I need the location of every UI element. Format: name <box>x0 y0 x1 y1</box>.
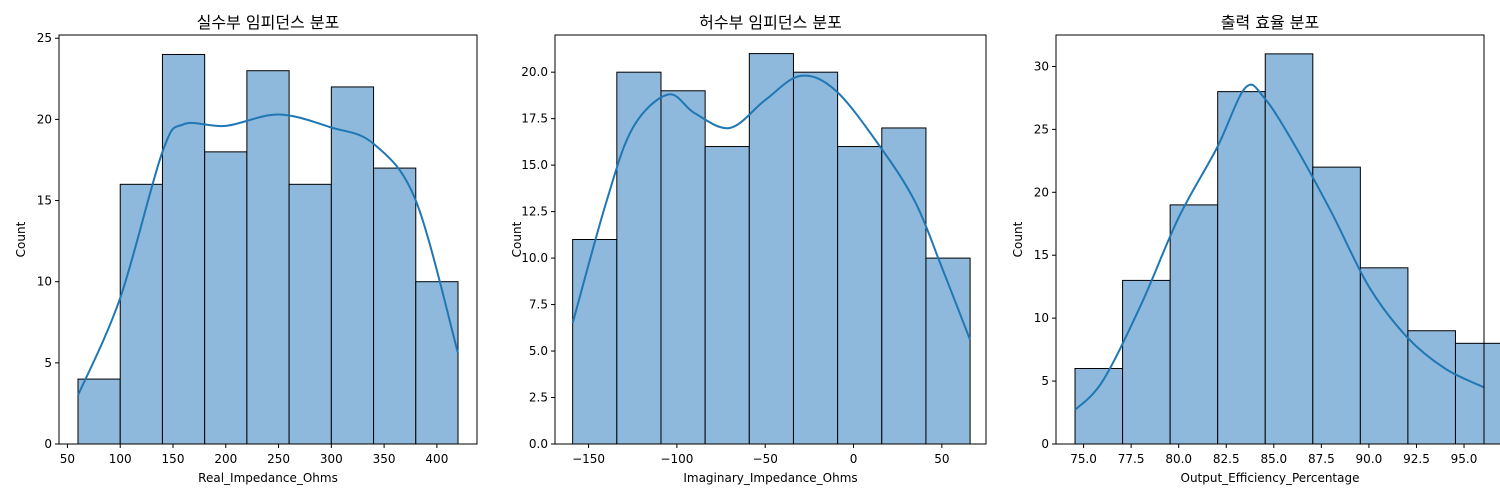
histogram-bar <box>792 71 839 445</box>
x-axis-label: Real_Impedance_Ohms <box>198 471 338 485</box>
y-tick-label: 30 <box>1034 59 1049 73</box>
x-tick-label: 0 <box>850 452 858 466</box>
x-axis-label: Output_Efficiency_Percentage <box>1181 471 1360 485</box>
y-tick-label: 10 <box>37 275 52 289</box>
histogram-bar <box>748 53 794 445</box>
y-tick-label: 20 <box>1034 185 1049 199</box>
y-tick-label: 5 <box>44 356 52 370</box>
x-tick-label: 350 <box>373 452 396 466</box>
y-tick-label: 25 <box>1034 122 1049 136</box>
x-tick-label: 92.5 <box>1403 452 1430 466</box>
y-tick-label: 10.0 <box>521 251 548 265</box>
x-tick-label: 200 <box>214 452 237 466</box>
y-tick-label: 2.5 <box>529 391 548 405</box>
y-tick-label: 17.5 <box>521 112 548 126</box>
histogram-bar <box>1074 367 1124 445</box>
y-tick-label: 5.0 <box>529 344 548 358</box>
x-tick-label: 80.0 <box>1165 452 1192 466</box>
chart-3: 75.0 77.5 80.0 82.5 85.0 87.5 90.0 92.5 95.0 0 5 10… <box>1011 13 1500 485</box>
histogram-bar <box>1264 53 1314 445</box>
histogram-bar <box>881 127 927 445</box>
histogram-bar <box>415 281 459 445</box>
y-tick-label: 10 <box>1034 311 1049 325</box>
histogram-bar <box>161 53 206 445</box>
histogram-bar <box>330 86 375 445</box>
axes-frame <box>554 34 987 445</box>
histogram-bar <box>1454 342 1500 445</box>
x-tick-label: 82.5 <box>1213 452 1240 466</box>
histogram-bar <box>572 239 618 445</box>
x-tick-label: 77.5 <box>1118 452 1145 466</box>
y-tick-label: 20.0 <box>521 65 548 79</box>
histogram-bar <box>837 146 883 445</box>
y-tick-label: 20 <box>37 112 52 126</box>
histogram-bar <box>204 151 248 445</box>
y-tick-label: 0 <box>1041 437 1049 451</box>
histogram-bar <box>660 90 706 445</box>
chart-2: −150 −100 −50 0 50 0.0 2.5 5.0 7.5 10.0 12.5 15.0 17… <box>510 13 987 485</box>
x-axis-label: Imaginary_Impedance_Ohms <box>683 471 857 485</box>
kde-line <box>77 113 459 396</box>
kde-line <box>1074 83 1485 411</box>
y-tick-label: 0 <box>44 437 52 451</box>
histogram-bar <box>1312 166 1361 445</box>
x-tick-label: 75.0 <box>1070 452 1097 466</box>
chart-title: 실수부 임피던스 분포 <box>197 13 340 32</box>
chart-title: 출력 효율 분포 <box>1221 13 1320 32</box>
x-tick-label: 150 <box>162 452 185 466</box>
y-tick-label: 15.0 <box>521 158 548 172</box>
histogram-bar <box>704 146 750 445</box>
axes-frame <box>1055 34 1485 445</box>
histogram-bar <box>1359 267 1409 445</box>
histogram-bar <box>77 378 121 445</box>
axes-frame <box>58 34 478 445</box>
y-tick-label: 12.5 <box>521 205 548 219</box>
y-tick-label: 0.0 <box>529 437 548 451</box>
y-axis-label: Count <box>510 221 524 257</box>
y-tick-label: 7.5 <box>529 298 548 312</box>
chart-title: 허수부 임피던스 분포 <box>699 13 842 32</box>
x-tick-label: 85.0 <box>1260 452 1287 466</box>
y-tick-label: 25 <box>37 31 52 45</box>
x-tick-label: 100 <box>109 452 132 466</box>
histogram-bar <box>1122 279 1171 445</box>
histogram-bar <box>1407 330 1456 445</box>
x-tick-label: 400 <box>425 452 448 466</box>
x-tick-label: −150 <box>572 452 605 466</box>
y-axis-label: Count <box>1011 221 1025 257</box>
x-tick-label: −100 <box>660 452 693 466</box>
histogram-bar <box>616 71 662 445</box>
kde-line <box>571 74 972 341</box>
histogram-bar <box>1169 204 1219 445</box>
histogram-bar <box>925 257 971 445</box>
y-tick-label: 15 <box>37 194 52 208</box>
x-tick-label: 95.0 <box>1451 452 1478 466</box>
x-tick-label: 50 <box>934 452 949 466</box>
x-tick-label: 250 <box>267 452 290 466</box>
histogram-bar <box>288 183 332 445</box>
chart-1: 50 100 150 200 250 300 350 400 0 5 10 15 20 25 실수부 임피던… <box>14 13 478 485</box>
x-tick-label: 87.5 <box>1308 452 1335 466</box>
x-tick-label: −50 <box>753 452 778 466</box>
y-axis-label: Count <box>14 221 28 257</box>
histogram-bar <box>1217 91 1266 445</box>
y-tick-label: 5 <box>1041 374 1049 388</box>
y-tick-label: 15 <box>1034 248 1049 262</box>
x-tick-label: 90.0 <box>1356 452 1383 466</box>
x-tick-label: 300 <box>320 452 343 466</box>
histogram-bar <box>373 167 417 445</box>
histogram-bar <box>246 70 290 445</box>
x-tick-label: 50 <box>60 452 75 466</box>
